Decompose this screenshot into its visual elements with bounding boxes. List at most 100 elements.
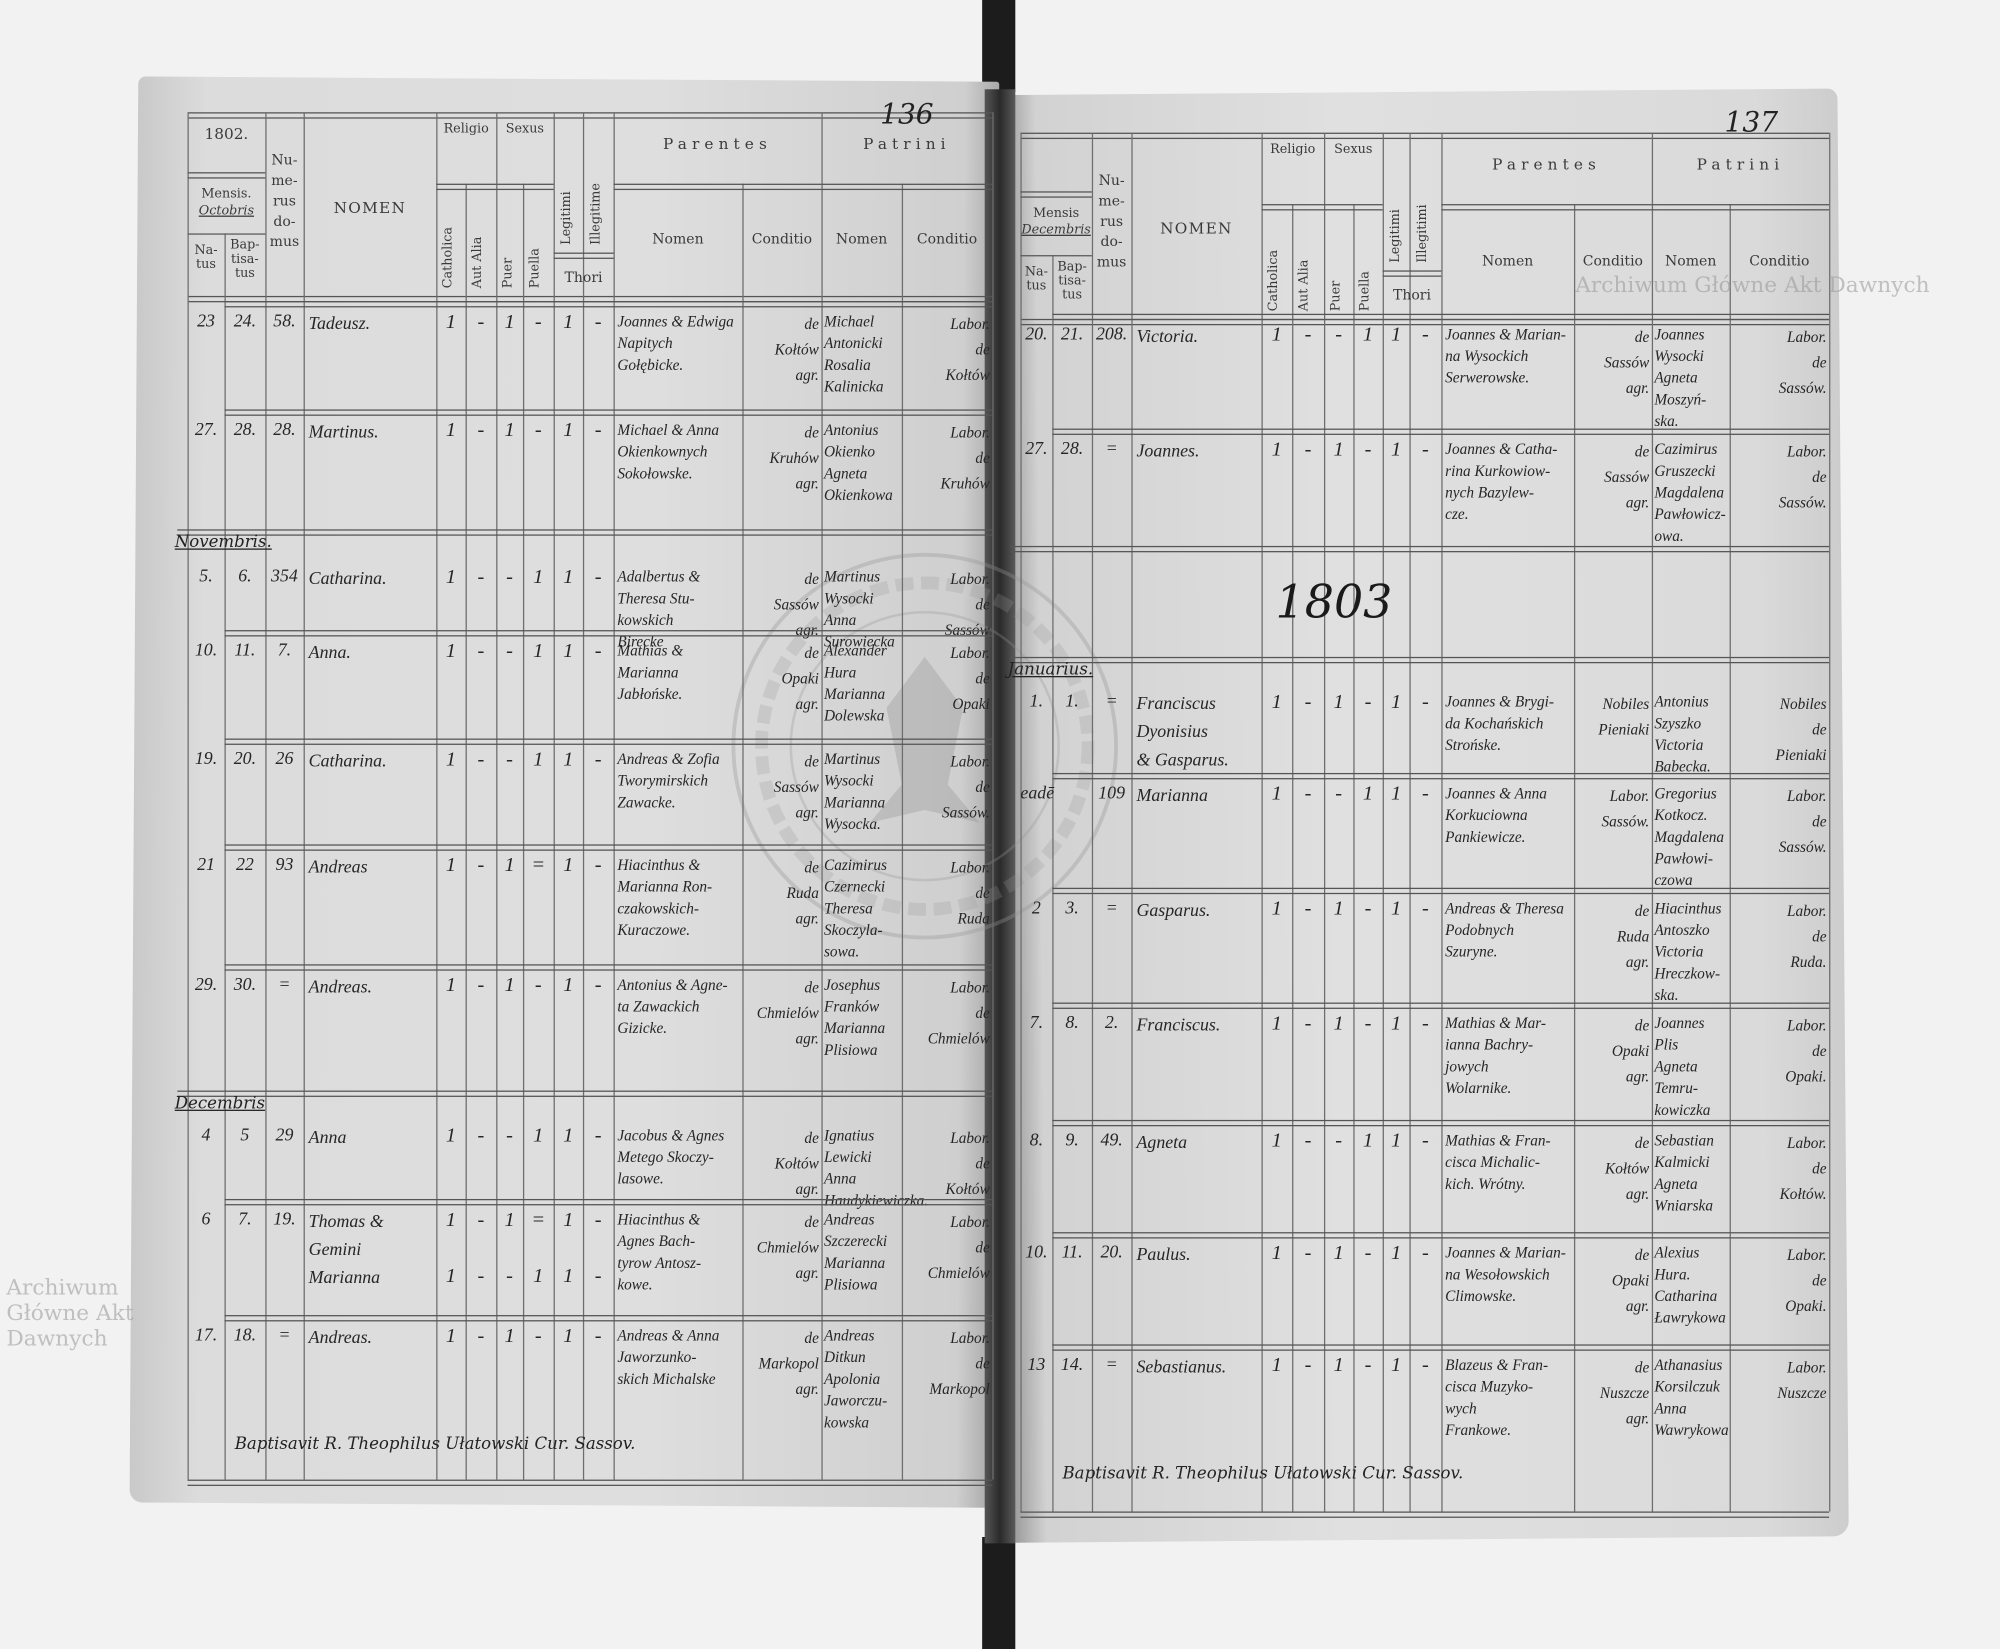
tally-mark: - bbox=[1421, 783, 1429, 805]
text-line: Sassów. bbox=[942, 803, 990, 822]
text-line: Nobiles bbox=[1779, 695, 1827, 714]
text-line: Paulus. bbox=[1136, 1246, 1191, 1266]
text-line: Theresa Stu- bbox=[617, 589, 695, 608]
text-line: Korkuciowna bbox=[1445, 806, 1528, 824]
text-line: Labor. bbox=[950, 570, 990, 589]
text-line: Opaki bbox=[1611, 1271, 1650, 1290]
tally-mark: - bbox=[1421, 1130, 1429, 1152]
tally-mark: 1 bbox=[1390, 691, 1402, 714]
new-year-heading: 1803 bbox=[1275, 576, 1393, 629]
godparents-condition: Labor. de Kołtów bbox=[902, 1125, 993, 1202]
text-line: Skoczyla- bbox=[823, 920, 883, 939]
text-line: agr. bbox=[1625, 1067, 1650, 1086]
tally-mark: - bbox=[1335, 1130, 1343, 1152]
text-line: Catharina bbox=[1654, 1286, 1718, 1305]
month-label: Decembris bbox=[174, 1094, 266, 1114]
text-line: da Kochańskich bbox=[1445, 714, 1544, 733]
text-line: Labor. bbox=[1786, 327, 1827, 346]
parents-names: Michael & Anna Okienkownych Sokołowske. bbox=[617, 420, 719, 485]
tally-mark: 1 bbox=[445, 1265, 456, 1287]
baptisatus-day: 8. bbox=[1065, 1014, 1079, 1034]
thori-rule bbox=[553, 252, 614, 259]
text-line: Jaworzunko- bbox=[617, 1348, 697, 1367]
table-top-border bbox=[187, 112, 993, 119]
text-line: cze. bbox=[1445, 505, 1469, 523]
tally-mark: 1 bbox=[1271, 438, 1282, 461]
page-number-left: 136 bbox=[880, 99, 934, 132]
child-name: Andreas. bbox=[309, 1325, 372, 1353]
row-divider bbox=[1052, 772, 1830, 780]
header-baptisatus: Bap- tisa- tus bbox=[230, 238, 260, 281]
text-line: Sokołowske. bbox=[617, 464, 693, 483]
text-line: Agneta bbox=[1654, 1057, 1698, 1076]
text-line: Mathias & bbox=[617, 641, 684, 660]
baptisatus-day: 5 bbox=[240, 1126, 250, 1146]
header-patrini-nomen: Nomen bbox=[1664, 252, 1717, 270]
parents-condition: de Nuszcze agr. bbox=[1574, 1355, 1652, 1432]
text-line: Adalbertus & bbox=[617, 567, 701, 586]
tally-mark: 1 bbox=[1271, 1354, 1282, 1377]
parents-condition: de Markopol agr. bbox=[742, 1325, 821, 1402]
baptisatus-day: 11. bbox=[1061, 1243, 1083, 1263]
text-line: agr. bbox=[1625, 493, 1650, 512]
parents-names: Adalbertus & Theresa Stu-kowskich Birecke bbox=[617, 566, 700, 653]
header-puer: Puer bbox=[1329, 280, 1344, 312]
text-line: Franciscus bbox=[1136, 695, 1216, 715]
text-line: Anna bbox=[823, 1169, 857, 1188]
parents-names: Joannes & Edwiga Napitych Gołębicke. bbox=[617, 311, 733, 376]
column-rule bbox=[553, 112, 555, 1480]
godparents-condition: Labor. de Ruda. bbox=[1730, 898, 1829, 975]
text-line: Alexander bbox=[823, 641, 887, 660]
text-line: de bbox=[804, 858, 819, 877]
tally-mark: - bbox=[1304, 691, 1312, 714]
text-line: Ruda bbox=[1616, 927, 1650, 946]
text-line: Joannes & Marian- bbox=[1445, 1243, 1566, 1262]
text-line: Rosalia bbox=[823, 355, 871, 374]
baptisatus-day: 14. bbox=[1060, 1355, 1084, 1375]
natus-day: 29. bbox=[194, 975, 218, 995]
text-line: Hura. bbox=[1654, 1265, 1691, 1284]
month-divider bbox=[1010, 656, 1830, 664]
text-line: Chmielów bbox=[927, 1029, 990, 1048]
text-line: skich Michalske bbox=[617, 1369, 716, 1388]
text-line: de bbox=[975, 778, 990, 796]
text-line: Opaki bbox=[952, 695, 990, 714]
column-rule bbox=[1020, 132, 1022, 1512]
house-number: = bbox=[1105, 692, 1118, 712]
text-line: Sassów. bbox=[1778, 378, 1827, 397]
header-band-rule bbox=[1441, 204, 1652, 211]
tally-mark: 1 bbox=[563, 854, 574, 877]
row-divider bbox=[224, 738, 993, 745]
godparents-condition: Labor. de Chmielów bbox=[902, 974, 993, 1051]
text-line: de bbox=[975, 340, 990, 359]
column-rule bbox=[1409, 132, 1411, 1512]
text-line: agr. bbox=[795, 1179, 819, 1198]
godparents-condition: Labor. de Sassów. bbox=[1730, 439, 1829, 516]
text-line: Nobiles bbox=[1602, 695, 1650, 714]
text-line: Czernecki bbox=[823, 877, 886, 896]
text-line: Kołtów. bbox=[1779, 1184, 1827, 1203]
parents-condition: de Kołtów agr. bbox=[742, 1125, 821, 1202]
house-number: 354 bbox=[271, 567, 298, 587]
text-line: de bbox=[1812, 927, 1827, 946]
godparents-names: Joannes Plis Agneta Temru-kowiczka bbox=[1654, 1013, 1710, 1121]
text-line: Labor. bbox=[950, 1329, 990, 1347]
parents-names: Antonius & Agne-ta Zawackich Gizicke. bbox=[617, 974, 727, 1039]
column-rule bbox=[224, 233, 226, 1480]
header-natus: Na- tus bbox=[1024, 265, 1048, 294]
text-line: Szuryne. bbox=[1445, 942, 1498, 961]
column-rule bbox=[265, 112, 267, 1480]
watermark-top-right: Archiwum Główne Akt Dawnych bbox=[1575, 272, 1930, 299]
text-line: Kotkocz. bbox=[1654, 806, 1708, 824]
tally-mark: 1 bbox=[1390, 1242, 1402, 1265]
text-line: Franków bbox=[823, 997, 880, 1016]
column-rule bbox=[1729, 204, 1731, 1512]
tally-mark: 1 bbox=[445, 854, 456, 877]
text-line: Podobnych bbox=[1445, 920, 1515, 939]
natus-day: 4 bbox=[201, 1126, 211, 1146]
tally-mark: - bbox=[1304, 1354, 1312, 1377]
godparents-condition: Labor. de Sassów bbox=[902, 566, 993, 643]
header-catholica: Catholica bbox=[1266, 249, 1281, 312]
tally-mark: 1 bbox=[563, 566, 574, 589]
godparents-names: Hiacinthus Antoszko Victoria Hreczkow-ska. bbox=[1654, 898, 1721, 1006]
